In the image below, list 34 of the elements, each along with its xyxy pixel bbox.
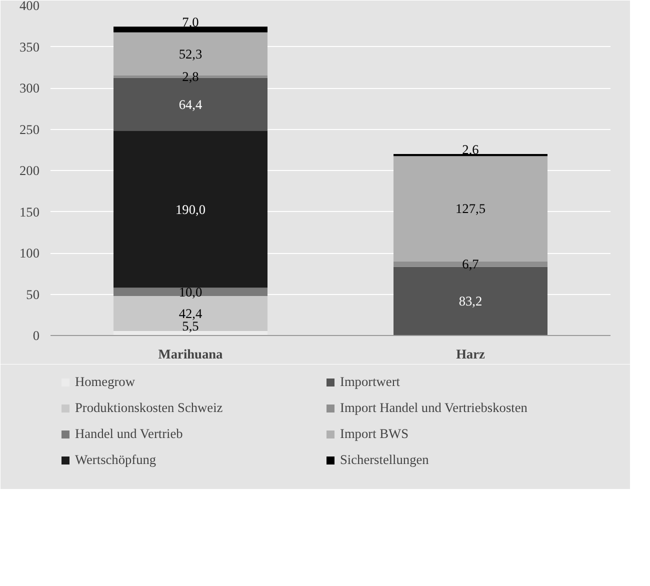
y-tick-label: 150 bbox=[20, 204, 40, 220]
legend-label: Import BWS bbox=[340, 426, 410, 442]
legend-label: Sicherstellungen bbox=[340, 452, 430, 468]
y-tick-label: 350 bbox=[20, 39, 40, 54]
legend-label: Produktionskosten Schweiz bbox=[75, 400, 224, 416]
data-label: 190,0 bbox=[176, 202, 206, 217]
data-label: 127,5 bbox=[456, 201, 486, 216]
x-tick-label: Marihuana bbox=[158, 346, 224, 362]
y-tick-label: 250 bbox=[20, 122, 40, 137]
data-label: 64,4 bbox=[178, 96, 202, 112]
data-label: 2,6 bbox=[462, 142, 480, 157]
y-tick-label: 400 bbox=[20, 0, 40, 13]
bar bbox=[114, 130, 268, 288]
y-tick-label: 0 bbox=[32, 328, 40, 343]
bar bbox=[114, 26, 268, 32]
data-label: 83,2 bbox=[458, 294, 482, 309]
data-label: 2,8 bbox=[182, 69, 200, 84]
y-tick-label: 200 bbox=[20, 163, 40, 178]
data-label: 10,0 bbox=[178, 284, 202, 300]
y-tick-label: 300 bbox=[20, 80, 40, 96]
legend-label: Homegrow bbox=[75, 374, 136, 390]
data-label: 6,7 bbox=[462, 256, 480, 272]
bar bbox=[394, 156, 548, 262]
legend-label: Import Handel und Vertriebskosten bbox=[340, 400, 528, 416]
x-tick-label: Harz bbox=[456, 346, 486, 362]
legend-label: Handel und Vertrieb bbox=[75, 426, 184, 442]
data-label: 52,3 bbox=[178, 46, 202, 62]
data-label: 42,4 bbox=[178, 306, 202, 321]
y-tick-label: 50 bbox=[26, 286, 40, 302]
legend-label: Wertschöpfung bbox=[75, 452, 158, 468]
data-label: 5,5 bbox=[182, 318, 200, 334]
legend-label: Importwert bbox=[340, 374, 401, 390]
data-label: 7,0 bbox=[182, 14, 200, 30]
y-tick-label: 100 bbox=[20, 246, 40, 260]
